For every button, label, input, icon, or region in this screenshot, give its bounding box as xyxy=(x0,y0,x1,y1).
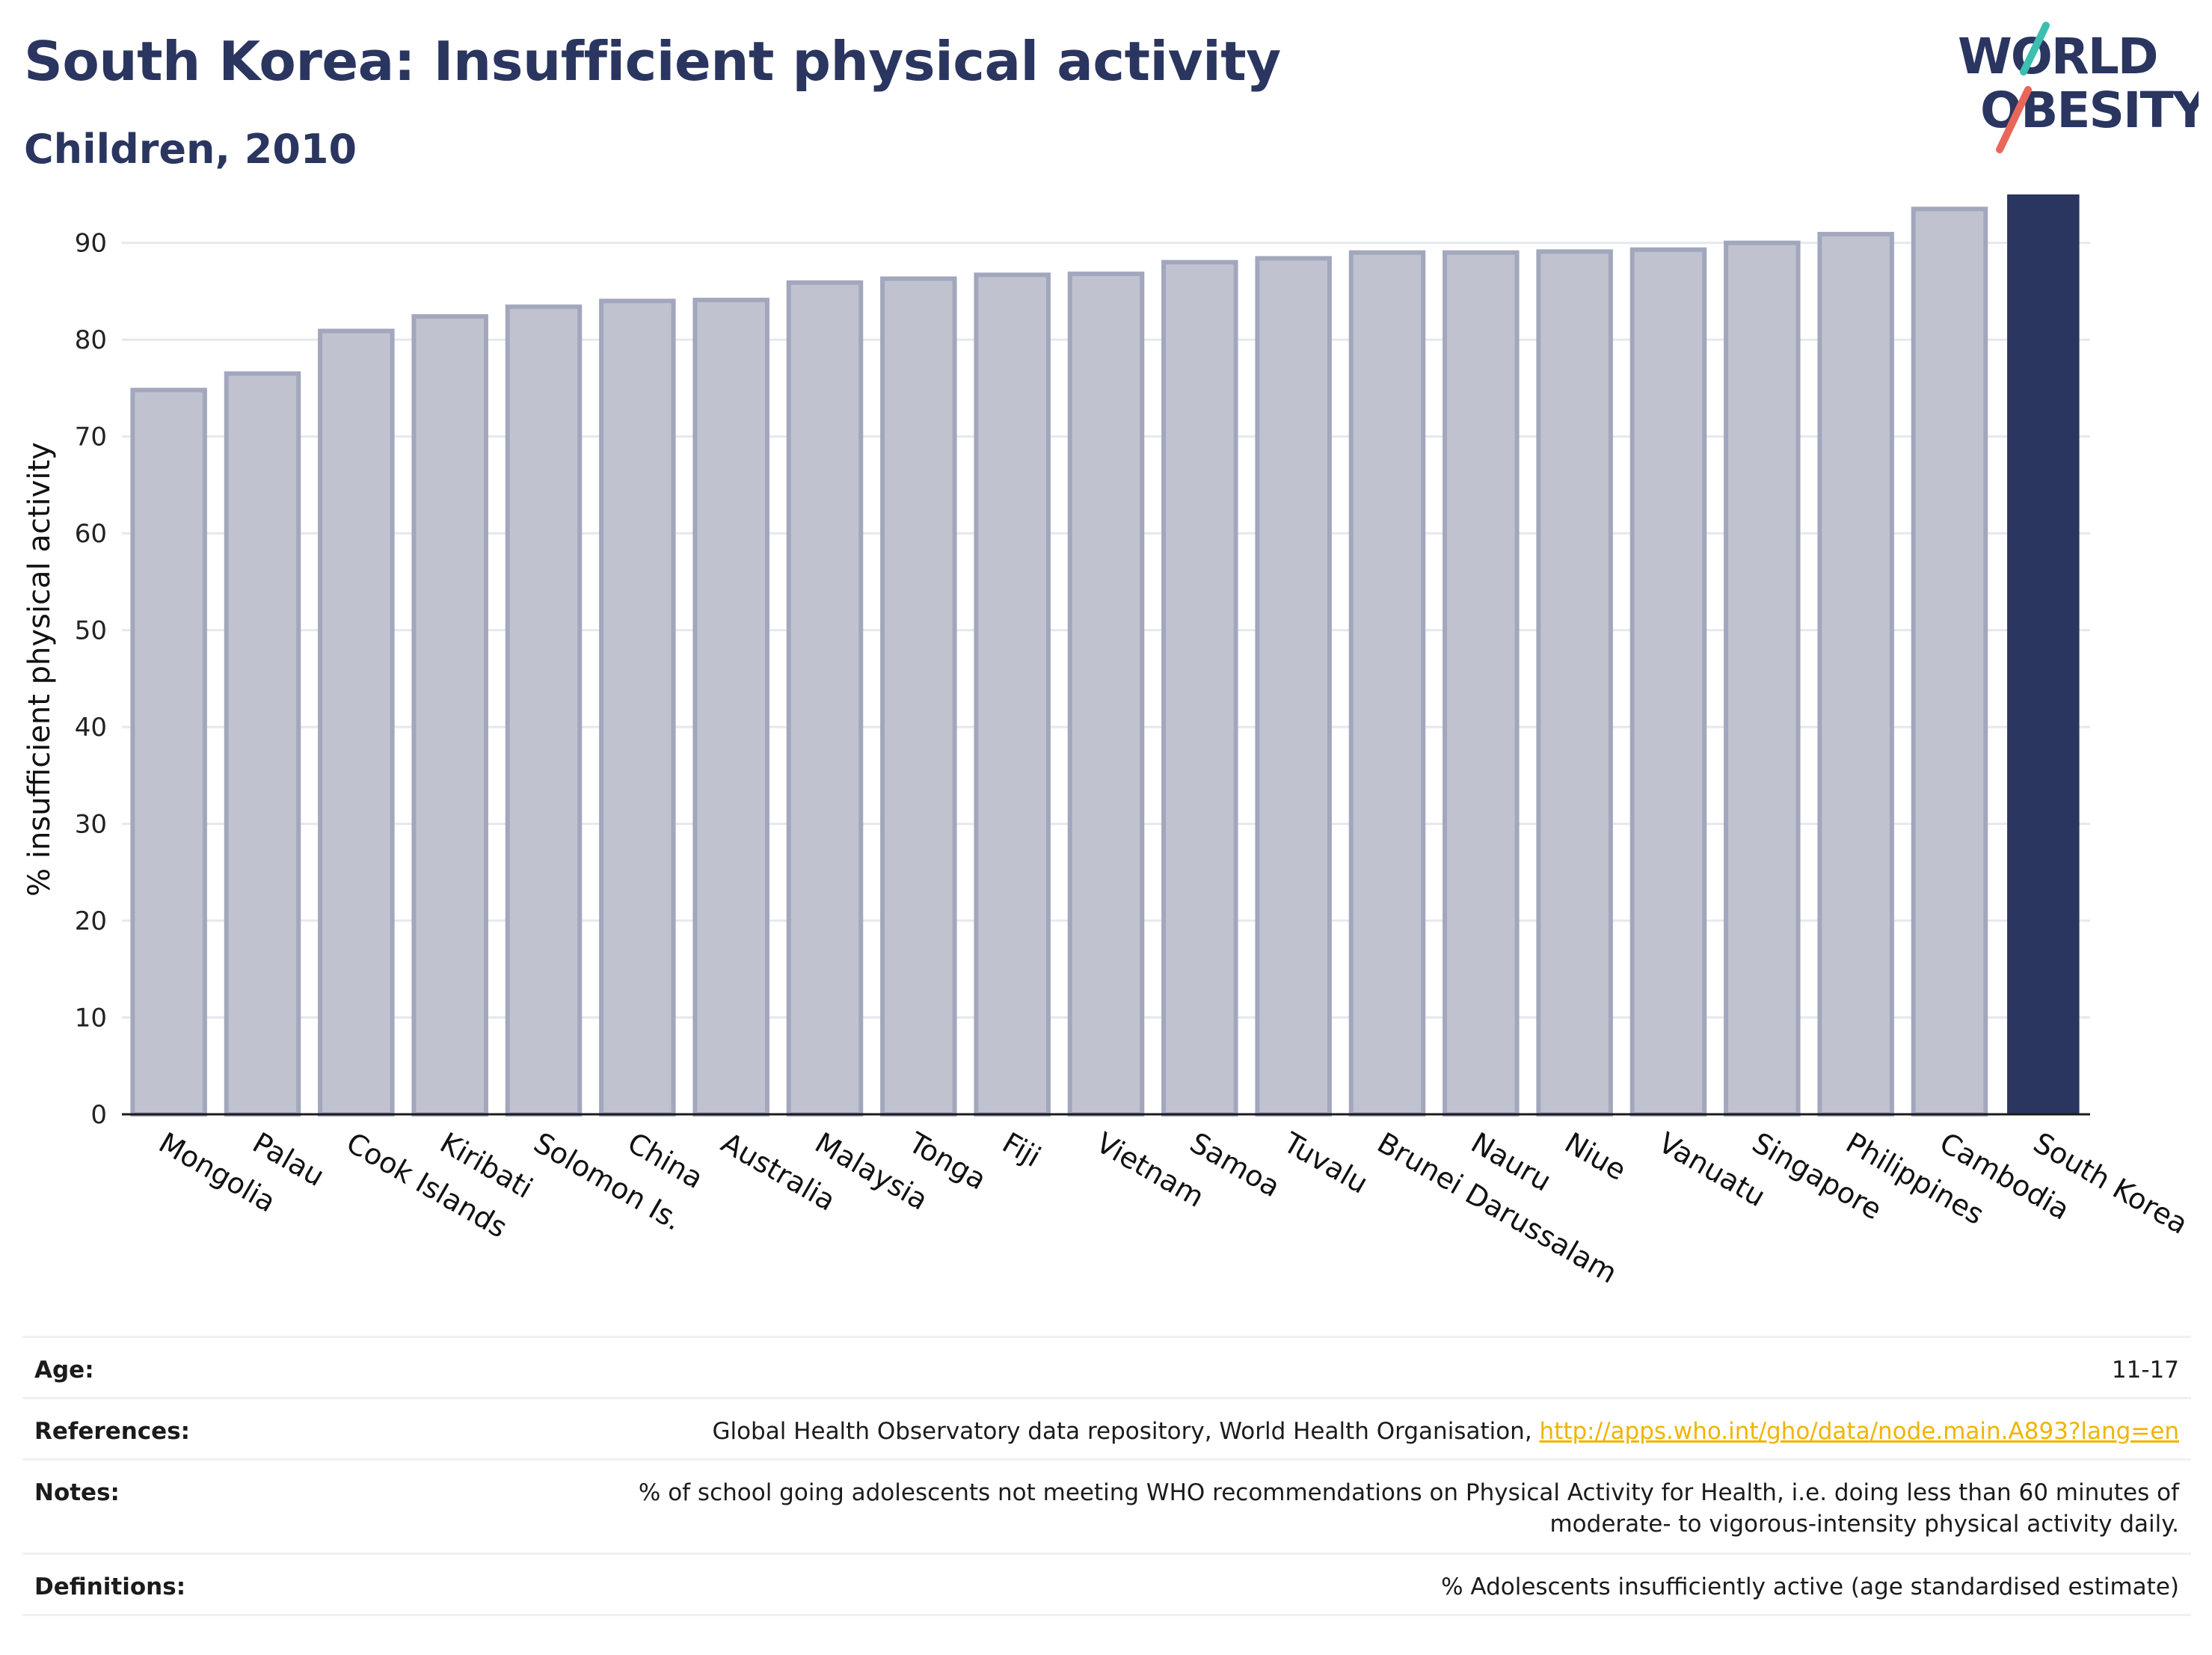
chart-title: South Korea: Insufficient physical activ… xyxy=(24,30,1281,93)
y-tick-label: 90 xyxy=(75,229,107,259)
logo-word-obesity: OBESITY xyxy=(1980,82,2199,139)
bar-south-korea xyxy=(2007,194,2080,1114)
y-tick-label: 60 xyxy=(75,519,107,549)
y-tick-label: 10 xyxy=(75,1004,107,1034)
y-tick-label: 50 xyxy=(75,616,107,646)
y-tick-label: 80 xyxy=(75,325,107,355)
bar-philippines xyxy=(1817,232,1894,1117)
info-row-references: References: Global Health Observatory da… xyxy=(22,1399,2191,1461)
definitions-value: % Adolescents insufficiently active (age… xyxy=(1441,1573,2179,1600)
info-table: Age: 11-17 References: Global Health Obs… xyxy=(22,1336,2191,1616)
info-row-notes: Notes: % of school going adolescents not… xyxy=(22,1461,2191,1555)
bar-singapore xyxy=(1724,240,1801,1117)
bar-kiribati xyxy=(411,314,488,1117)
definitions-label: Definitions: xyxy=(34,1573,186,1600)
info-row-age: Age: 11-17 xyxy=(22,1338,2191,1399)
references-value: Global Health Observatory data repositor… xyxy=(712,1416,2179,1447)
bar-vietnam xyxy=(1067,271,1145,1117)
y-tick-label: 40 xyxy=(75,713,107,743)
x-tick-label: Fiji xyxy=(997,1126,1046,1173)
references-link[interactable]: http://apps.who.int/gho/data/node.main.A… xyxy=(1539,1418,2179,1445)
chart-subtitle: Children, 2010 xyxy=(24,126,357,173)
y-tick-label: 30 xyxy=(75,810,107,840)
y-tick-label: 70 xyxy=(75,423,107,452)
bar-solomon-is xyxy=(505,304,583,1117)
bar-nauru xyxy=(1443,250,1520,1117)
bar-tuvalu xyxy=(1255,256,1332,1117)
y-axis-title: % insufficient physical activity xyxy=(22,442,57,897)
info-row-definitions: Definitions: % Adolescents insufficientl… xyxy=(22,1555,2191,1616)
x-tick-label: South Korea xyxy=(2028,1126,2193,1241)
world-obesity-logo: WORLD OBESITY xyxy=(1958,22,2199,153)
bar-palau xyxy=(224,371,301,1117)
references-label: References: xyxy=(34,1418,191,1445)
logo-teal-stroke xyxy=(2020,22,2050,76)
logo-coral-stroke xyxy=(1996,86,2032,153)
age-label: Age: xyxy=(34,1357,94,1384)
bars xyxy=(130,194,2080,1117)
x-tick-label: Vanuatu xyxy=(1653,1126,1772,1213)
bar-malaysia xyxy=(786,280,864,1117)
bar-vanuatu xyxy=(1629,247,1707,1117)
bar-mongolia xyxy=(130,387,207,1117)
notes-line-2: moderate- to vigorous-intensity physical… xyxy=(1549,1511,2179,1538)
notes-line-1: % of school going adolescents not meetin… xyxy=(638,1479,2179,1506)
y-tick-label: 0 xyxy=(90,1100,107,1130)
bar-samoa xyxy=(1161,260,1238,1117)
x-tick-label: Tuvalu xyxy=(1277,1126,1373,1200)
bar-cook-islands xyxy=(318,328,395,1117)
x-tick-label: Niue xyxy=(1559,1126,1632,1187)
y-tick-label: 20 xyxy=(75,906,107,936)
bar-niue xyxy=(1536,249,1613,1117)
bar-cambodia xyxy=(1911,206,1988,1117)
notes-label: Notes: xyxy=(34,1479,120,1506)
bar-tonga xyxy=(880,276,957,1117)
references-text: Global Health Observatory data repositor… xyxy=(712,1418,1540,1445)
age-value: 11-17 xyxy=(2111,1357,2179,1384)
bar-china xyxy=(599,298,676,1117)
x-tick-label: Vietnam xyxy=(1091,1126,1210,1214)
bar-australia xyxy=(692,298,769,1117)
logo-word-world: WORLD xyxy=(1958,28,2157,85)
bar-fiji xyxy=(974,272,1051,1117)
notes-value: % of school going adolescents not meetin… xyxy=(639,1477,2179,1540)
x-tick-label: Cook Islands xyxy=(341,1126,513,1244)
bar-brunei-darussalam xyxy=(1348,250,1426,1117)
